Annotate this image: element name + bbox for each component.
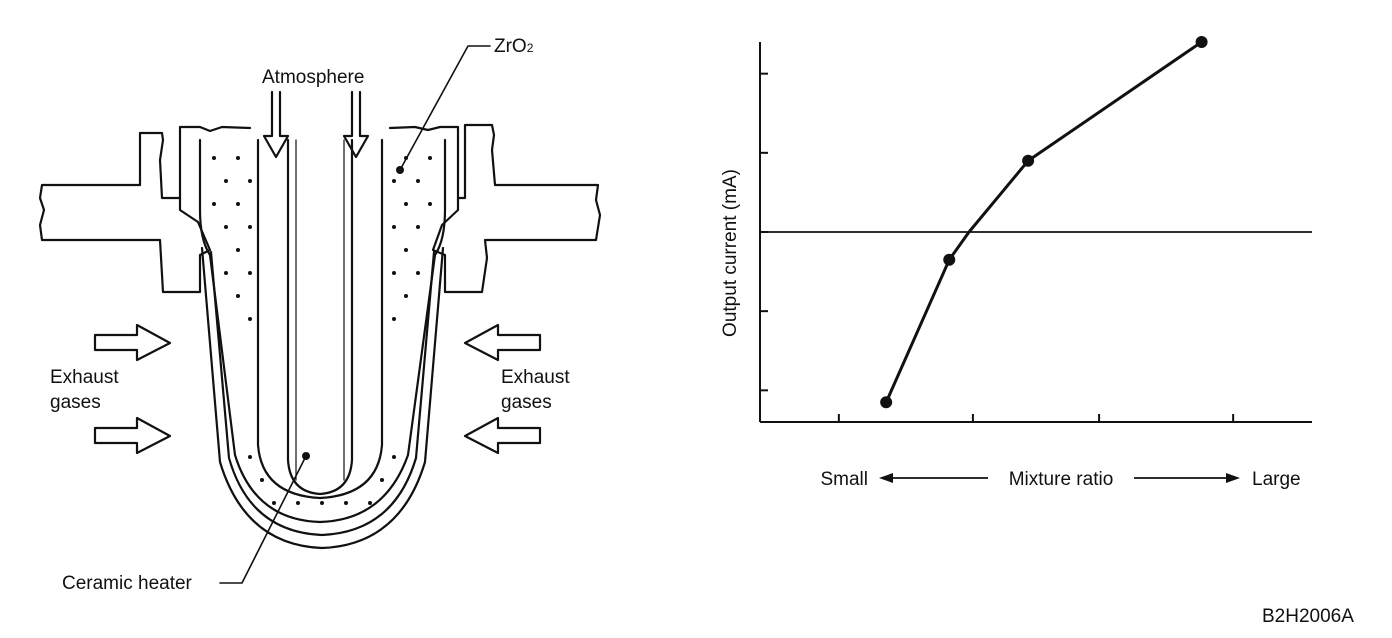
zro2-dot (320, 501, 324, 505)
ceramic-heater-label: Ceramic heater (62, 573, 192, 594)
zro2-dot (224, 271, 228, 275)
ceramic-heater-leader-line (219, 455, 307, 584)
zro2-dot (236, 294, 240, 298)
series-line (884, 40, 1203, 403)
zro2-dot (236, 248, 240, 252)
mount-flange-right (388, 125, 460, 200)
zro2-label: ZrO2 (494, 36, 533, 59)
zro2-dot (248, 225, 252, 229)
zro2-dot (404, 156, 408, 160)
zro2-dot-pattern (212, 156, 432, 505)
atmosphere-arrow-right (342, 90, 370, 159)
exhaust-pipe-wall-left (38, 131, 212, 294)
x-axis-label: Mixture ratio (1009, 469, 1114, 490)
exhaust-left-label-line1: Exhaust (50, 367, 119, 388)
arrow-left-head (879, 473, 893, 483)
oxygen-sensor-diagram (38, 45, 602, 584)
data-point (880, 396, 893, 409)
x-tick-group (837, 414, 1235, 422)
data-point (1022, 154, 1035, 167)
zro2-dot (392, 225, 396, 229)
zro2-element-outline (198, 138, 447, 524)
arrow-right-head (1226, 473, 1240, 483)
zro2-dot (236, 156, 240, 160)
zro2-dot (404, 294, 408, 298)
zro2-dot (272, 501, 276, 505)
zro2-dot (392, 455, 396, 459)
zro2-dot (392, 317, 396, 321)
exhaust-right-label-line1: Exhaust (501, 367, 570, 388)
zro2-dot (248, 271, 252, 275)
exhaust-pipe-wall-right (431, 123, 602, 294)
zro2-dot (344, 501, 348, 505)
mount-flange-left (178, 125, 252, 200)
ceramic-heater-rod (286, 138, 354, 496)
zro2-dot (224, 179, 228, 183)
exhaust-right-label-line2: gases (501, 392, 552, 413)
figure-code: B2H2006A (1262, 606, 1354, 627)
zro2-dot (260, 478, 264, 482)
zro2-label-prefix: ZrO (494, 36, 527, 57)
zro2-dot (380, 478, 384, 482)
data-point (1195, 36, 1208, 48)
atmosphere-arrow-left (262, 90, 290, 159)
mixture-ratio-arrows (879, 473, 1240, 483)
zro2-dot (212, 156, 216, 160)
outer-electrode-layer-inner-edge (209, 250, 436, 537)
ceramic-heater-leader-dot (302, 452, 310, 460)
zro2-dot (248, 317, 252, 321)
zro2-dot (368, 501, 372, 505)
exhaust-arrow-right-lower (463, 416, 542, 455)
exhaust-arrow-right-upper (463, 323, 542, 362)
zro2-dot (404, 202, 408, 206)
zro2-dot (212, 202, 216, 206)
zro2-dot (248, 455, 252, 459)
zro2-dot (224, 225, 228, 229)
x-left-label: Small (820, 469, 868, 490)
zro2-dot (248, 179, 252, 183)
atmosphere-label: Atmosphere (262, 67, 365, 88)
zro2-dot (428, 156, 432, 160)
atmosphere-chamber (256, 138, 384, 500)
zro2-leader-dot (396, 166, 404, 174)
zro2-dot (296, 501, 300, 505)
x-right-label: Large (1252, 469, 1301, 490)
zro2-dot (392, 179, 396, 183)
series-points (880, 36, 1208, 409)
zro2-label-subscript: 2 (526, 41, 534, 55)
exhaust-arrow-left-lower (93, 416, 172, 455)
exhaust-arrow-left-upper (93, 323, 172, 362)
y-axis-label: Output current (mA) (720, 169, 741, 337)
outer-electrode-layer (200, 246, 445, 550)
zro2-dot (236, 202, 240, 206)
data-point (943, 253, 956, 266)
exhaust-left-label-line2: gases (50, 392, 101, 413)
zro2-dot (428, 202, 432, 206)
zro2-dot (392, 271, 396, 275)
zro2-dot (416, 179, 420, 183)
zro2-dot (404, 248, 408, 252)
zro2-dot (416, 271, 420, 275)
y-tick-group (760, 72, 768, 392)
output-current-chart: Output current (mA) Small Mixture ratio … (720, 36, 1312, 490)
zro2-leader-line (399, 45, 491, 171)
zro2-dot (416, 225, 420, 229)
